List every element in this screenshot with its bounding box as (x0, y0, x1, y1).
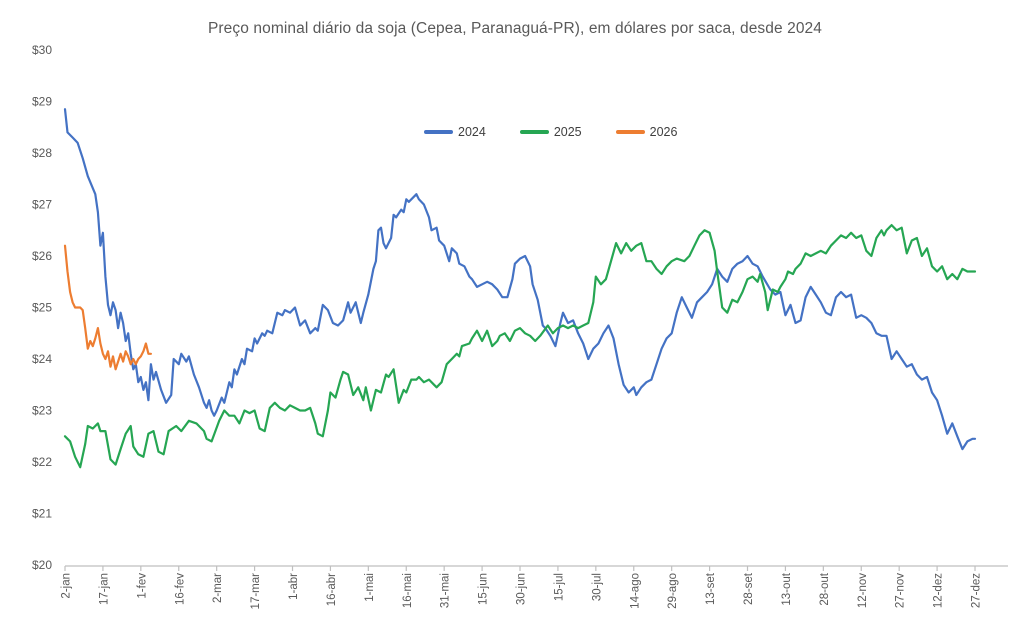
svg-text:16-mai: 16-mai (402, 573, 414, 608)
legend-item-2024: 2024 (424, 125, 486, 139)
legend-line-swatch-2024 (424, 130, 453, 134)
svg-text:$26: $26 (32, 249, 52, 263)
svg-text:1-abr: 1-abr (288, 573, 300, 600)
svg-text:13-set: 13-set (705, 572, 717, 605)
svg-text:27-nov: 27-nov (895, 573, 907, 608)
svg-text:$30: $30 (32, 43, 52, 57)
svg-text:$27: $27 (32, 198, 52, 212)
svg-text:$25: $25 (32, 301, 52, 315)
legend-label: 2024 (458, 125, 486, 139)
legend-line-swatch-2025 (519, 130, 549, 134)
legend-item-2025: 2025 (519, 125, 582, 139)
svg-text:13-out: 13-out (781, 572, 793, 605)
legend-item-2026: 2026 (615, 125, 678, 139)
svg-text:28-out: 28-out (819, 572, 831, 605)
legend-label: 2026 (649, 125, 678, 139)
svg-text:17-jan: 17-jan (98, 573, 110, 605)
svg-text:17-mar: 17-mar (250, 573, 262, 610)
legend-label: 2025 (553, 125, 582, 139)
svg-text:$29: $29 (32, 95, 52, 109)
svg-text:$24: $24 (32, 352, 52, 366)
svg-text:$20: $20 (32, 558, 52, 572)
svg-text:1-mai: 1-mai (364, 573, 376, 602)
svg-text:2-jan: 2-jan (61, 573, 73, 599)
svg-text:31-mai: 31-mai (440, 573, 452, 608)
svg-text:27-dez: 27-dez (971, 573, 983, 608)
svg-text:30-jul: 30-jul (591, 573, 603, 601)
svg-text:15-jul: 15-jul (553, 573, 565, 601)
svg-text:2-mar: 2-mar (212, 573, 224, 603)
svg-text:29-ago: 29-ago (667, 573, 679, 609)
svg-text:28-set: 28-set (743, 572, 755, 605)
svg-text:16-abr: 16-abr (326, 573, 338, 606)
svg-text:$21: $21 (32, 507, 52, 521)
chart-legend: 2024 2025 2026 (424, 125, 677, 139)
svg-text:14-ago: 14-ago (629, 573, 641, 609)
svg-text:16-fev: 16-fev (174, 573, 186, 605)
svg-text:$23: $23 (32, 404, 52, 418)
chart-title: Preço nominal diário da soja (Cepea, Par… (207, 20, 822, 37)
svg-text:1-fev: 1-fev (136, 573, 148, 599)
svg-text:30-jun: 30-jun (516, 573, 528, 605)
svg-text:$22: $22 (32, 455, 52, 469)
legend-line-swatch-2026 (615, 130, 645, 134)
svg-text:$28: $28 (32, 146, 52, 160)
svg-text:12-dez: 12-dez (933, 573, 945, 608)
svg-text:12-nov: 12-nov (857, 573, 869, 608)
svg-text:15-jun: 15-jun (478, 573, 490, 605)
